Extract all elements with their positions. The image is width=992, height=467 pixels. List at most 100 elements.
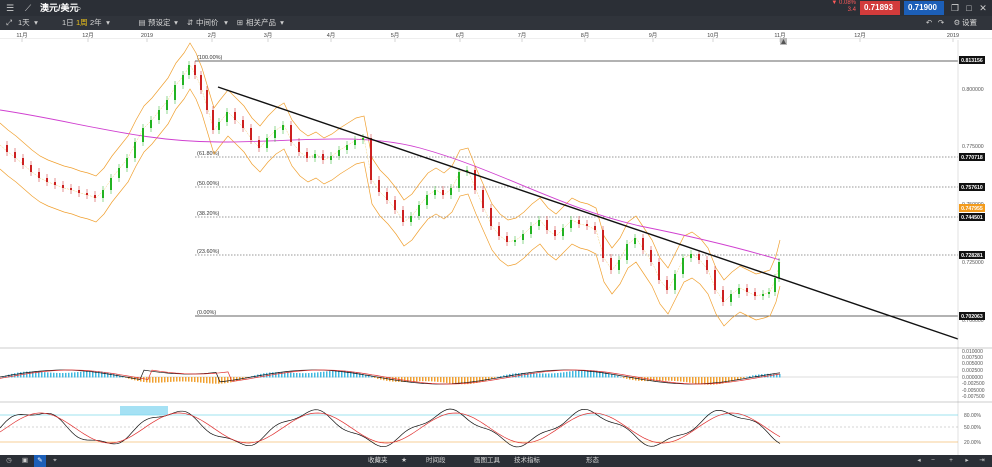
chevron-right-icon[interactable]: ▸ [965,457,969,464]
chevron-down-icon[interactable]: ▾ [224,18,228,27]
candle-body [218,122,220,130]
macd-histogram-bar [374,377,376,379]
chart-type-icon[interactable]: ⟋ [24,3,32,13]
drawing-tools-button[interactable]: 画图工具 [474,457,500,464]
candle-body [346,145,348,150]
candle-body [234,112,236,120]
macd-histogram-bar [635,377,637,381]
macd-histogram-bar [176,377,178,382]
candle-body [768,292,770,294]
macd-histogram-bar [749,375,751,378]
macd-histogram-bar [83,371,85,378]
macd-histogram-bar [515,373,517,378]
candle-body [94,195,96,198]
macd-histogram-bar [752,375,754,378]
favorites-button[interactable]: 收藏夹 [368,457,388,464]
macd-histogram-bar [407,377,409,382]
macd-histogram-bar [650,377,652,382]
bollinger-middle [0,64,781,303]
clock-icon[interactable]: ◷ [6,457,12,464]
macd-histogram-bar [305,373,307,378]
chevron-left-icon[interactable]: ◂ [917,457,921,464]
preset-icon[interactable]: ▤ [138,18,146,27]
macd-histogram-bar [533,373,535,378]
chevron-down-icon[interactable]: ▾ [34,18,38,27]
sell-price-button[interactable]: 0.71893 [860,1,900,15]
macd-histogram-bar [632,377,634,381]
sell-change-points: 3.4 [847,7,856,13]
macd-histogram-bar [293,372,295,378]
macd-histogram-bar [725,377,727,383]
magnet-icon[interactable]: ⌖ [53,457,57,464]
camera-icon[interactable]: ▣ [21,457,29,464]
candlestick-series [6,61,780,306]
macd-histogram-bar [122,376,124,378]
stoch-d-line [0,412,781,444]
chevron-down-icon[interactable]: ▾ [280,18,284,27]
redo-icon[interactable]: ↷ [937,18,945,27]
search-icon[interactable]: ⌕ [76,3,82,13]
macd-histogram-bar [224,377,226,384]
period-2y-button[interactable]: 2年 [90,18,102,27]
gear-icon[interactable]: ⚙ [953,18,961,27]
trend-line[interactable] [217,86,959,340]
reset-zoom-icon[interactable]: ⇥ [979,457,985,464]
undo-icon[interactable]: ↶ [925,18,933,27]
macd-histogram-bar [470,377,472,384]
candle-body [200,75,202,90]
restore-icon[interactable]: ❐ [950,3,960,13]
macd-histogram-bar [167,377,169,383]
maximize-icon[interactable]: □ [966,3,972,13]
price-mode-icon[interactable]: ⇵ [186,18,194,27]
zoom-out-icon[interactable]: − [931,457,935,464]
timeframe-button[interactable]: 时间段 [426,457,446,464]
zoom-in-icon[interactable]: + [949,457,953,464]
buy-price-button[interactable]: 0.71900 [904,1,944,15]
period-1d-button[interactable]: 1日 [62,18,74,27]
macd-histogram-bar [572,371,574,378]
macd-histogram-bar [149,377,151,383]
macd-histogram-bar [692,377,694,384]
time-axis-label: 12月 [854,32,866,39]
macd-histogram-bar [377,377,379,379]
macd-histogram-bar [62,372,64,378]
close-icon[interactable]: ✕ [979,3,987,13]
candle-body [674,274,676,290]
candle-body [158,110,160,120]
candle-body [634,238,636,244]
macd-histogram-bar [500,376,502,378]
candle-body [134,142,136,158]
macd-histogram-bar [284,372,286,378]
fibonacci-retracement[interactable]: (100.00%) (61.80%) (50.00%) (38.20%) (23.60%… [195,55,958,317]
chevron-down-icon[interactable]: ▾ [174,18,178,27]
macd-histogram-bar [395,377,397,382]
macd-histogram-bar [578,370,580,378]
macd-histogram-bar [437,377,439,382]
timeframe-select[interactable]: 1天 [18,18,30,27]
patterns-button[interactable]: 形态 [586,457,599,464]
indicators-button[interactable]: 技术指标 [514,457,540,464]
price-mode-select[interactable]: 中间价 [196,18,219,27]
candle-body [650,250,652,262]
preset-select[interactable]: 预设定 [148,18,171,27]
macd-histogram-bar [215,377,217,384]
related-products-select[interactable]: 相关产品 [246,18,276,27]
instrument-title[interactable]: 澳元/美元 [40,3,79,13]
candle-body [370,138,372,180]
pencil-icon[interactable]: ✎ [34,455,46,467]
chevron-down-icon[interactable]: ▾ [106,18,110,27]
macd-histogram-bar [440,377,442,383]
macd-histogram-bar [659,377,661,381]
related-icon[interactable]: ⊞ [236,18,244,27]
macd-tick-label: 0.010000 [962,349,983,355]
price-chart[interactable]: 11月 12月 2019 2月 3月 4月 5月 6月 7月 8月 9月 10月 11月 12月 2019 … [0,30,992,455]
macd-histogram-bar [371,376,373,378]
macd-histogram-bar [431,377,433,382]
fullscreen-icon[interactable]: ⤢ [6,18,12,27]
macd-histogram-bar [419,377,421,382]
menu-icon[interactable]: ☰ [5,3,15,13]
period-1w-button[interactable]: 1周 [76,18,88,27]
macd-histogram-bar [623,377,625,379]
settings-button[interactable]: 设置 [962,18,977,27]
star-icon[interactable]: ★ [401,457,407,464]
